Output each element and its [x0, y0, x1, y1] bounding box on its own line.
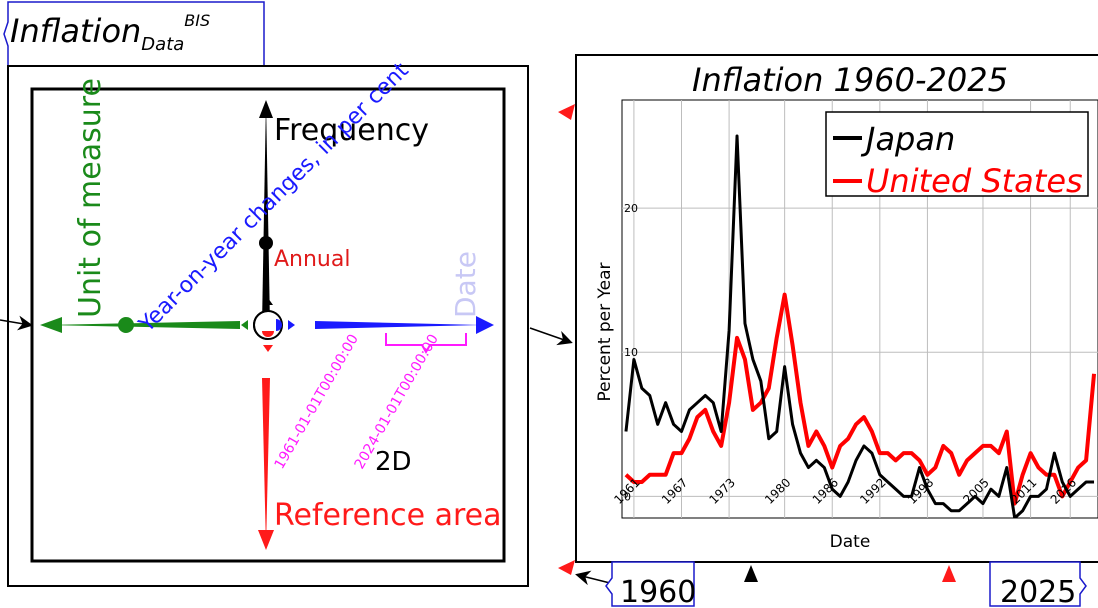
y-tick-label: 10 — [624, 346, 638, 359]
y-tick-labels: 0 10 20 — [624, 202, 638, 503]
navigation-widget[interactable] — [241, 298, 295, 352]
timeline-end-label: 2025 — [1000, 575, 1076, 608]
nav-right-icon[interactable] — [288, 320, 295, 330]
mode-label: 2D — [375, 447, 412, 477]
nav-up-icon[interactable] — [263, 298, 273, 305]
timeline-start-box[interactable]: 1960 — [605, 561, 696, 608]
nav-down-icon[interactable] — [263, 345, 273, 352]
chart-legend[interactable]: Japan United States — [825, 111, 1089, 200]
title-sup: BIS — [184, 11, 210, 30]
svg-text:InflationDataBIS: InflationDataBIS — [10, 11, 210, 55]
timeline-back-arrow[interactable] — [575, 570, 611, 586]
frequency-marker[interactable] — [259, 236, 273, 250]
timeline-start-label: 1960 — [620, 575, 696, 608]
y-tick-label: 20 — [624, 202, 638, 215]
unit-of-measure-axis[interactable] — [40, 317, 240, 333]
plot-series — [624, 134, 1097, 518]
plot-grid — [622, 100, 1098, 518]
timeline: 1960 2025 — [558, 560, 1087, 608]
date-range-start: 1961-01-01T00:00:00 — [272, 332, 362, 472]
timeline-corner-marker[interactable] — [558, 560, 575, 575]
date-range-brace[interactable] — [385, 333, 467, 355]
title-sub: Data — [141, 34, 184, 55]
date-label: Date — [449, 251, 482, 318]
date-axis[interactable] — [315, 316, 494, 334]
y-axis-label: Percent per Year — [595, 262, 615, 401]
legend-entry-united-states: United States — [866, 162, 1083, 200]
frequency-value: Annual — [274, 247, 350, 272]
x-axis-label: Date — [830, 532, 871, 552]
panel-link-arrow — [529, 327, 573, 346]
title-main: Inflation — [10, 12, 141, 50]
nav-left-icon[interactable] — [241, 320, 248, 330]
series-line-united-states[interactable] — [624, 292, 1097, 506]
panel-input-arrow — [0, 315, 33, 331]
legend-entry-japan: Japan — [860, 120, 955, 158]
chart-panel: Inflation 1960-2025 1961 1967 1973 1980 1986… — [558, 54, 1098, 563]
y-tick-label: 0 — [624, 490, 631, 503]
frequency-label: Frequency — [274, 113, 429, 148]
title-box: InflationDataBIS — [3, 1, 265, 67]
timeline-end-box[interactable]: 2025 — [989, 561, 1087, 608]
chart-corner-marker-top[interactable] — [558, 104, 575, 120]
timeline-handle-end[interactable] — [942, 565, 956, 582]
reference-area-axis[interactable] — [258, 378, 274, 550]
unit-of-measure-label: Unit of measure — [73, 78, 108, 318]
unit-of-measure-marker[interactable] — [118, 317, 134, 333]
series-line-japan[interactable] — [624, 134, 1095, 518]
chart-title: Inflation 1960-2025 — [692, 61, 1008, 99]
dimension-panel: Frequency Annual Reference area Unit of … — [0, 58, 529, 587]
timeline-handle-start[interactable] — [744, 565, 758, 582]
reference-area-label: Reference area — [274, 498, 502, 533]
frequency-axis[interactable] — [259, 100, 273, 325]
unit-of-measure-value: Year-on-year changes, in per cent — [134, 58, 414, 338]
